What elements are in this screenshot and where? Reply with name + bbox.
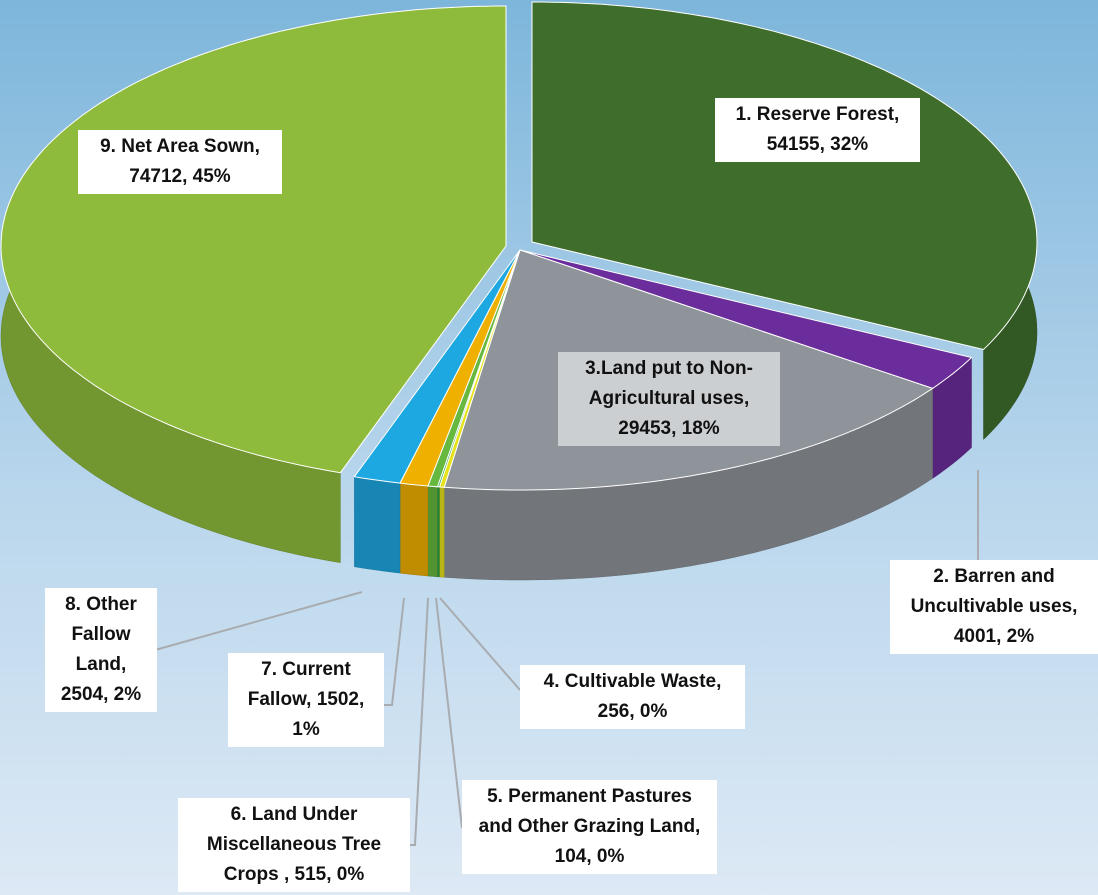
data-label: 5. Permanent Pastures and Other Grazing …	[462, 780, 717, 874]
pie-slice	[519, 249, 973, 389]
data-label: 4. Cultivable Waste, 256, 0%	[520, 665, 745, 729]
data-label: 1. Reserve Forest, 54155, 32%	[715, 98, 920, 162]
pie-slice-side	[399, 482, 429, 577]
pie-tops	[0, 1, 1038, 491]
data-label: 2. Barren and Uncultivable uses, 4001, 2…	[890, 560, 1098, 654]
data-label: 7. Current Fallow, 1502, 1%	[228, 653, 384, 747]
pie-slice-side	[439, 486, 445, 578]
leader-line	[154, 591, 363, 651]
data-label: 8. Other Fallow Land, 2504, 2%	[45, 588, 157, 712]
data-label: 6. Land Under Miscellaneous Tree Crops ,…	[178, 798, 410, 892]
pie-slice	[353, 249, 521, 484]
leader-line	[435, 597, 463, 829]
pie-slice	[0, 5, 507, 474]
leader-line	[382, 597, 405, 706]
leader-line	[439, 597, 521, 691]
pie-slice-side	[354, 476, 401, 574]
pie-slice-side	[437, 486, 440, 578]
pie-slice	[531, 1, 1038, 351]
data-label: 3.Land put to Non-Agricultural uses, 294…	[558, 352, 780, 446]
data-label: 9. Net Area Sown, 74712, 45%	[78, 130, 282, 194]
leader-line	[408, 597, 429, 846]
pie-slice-side	[427, 485, 438, 578]
